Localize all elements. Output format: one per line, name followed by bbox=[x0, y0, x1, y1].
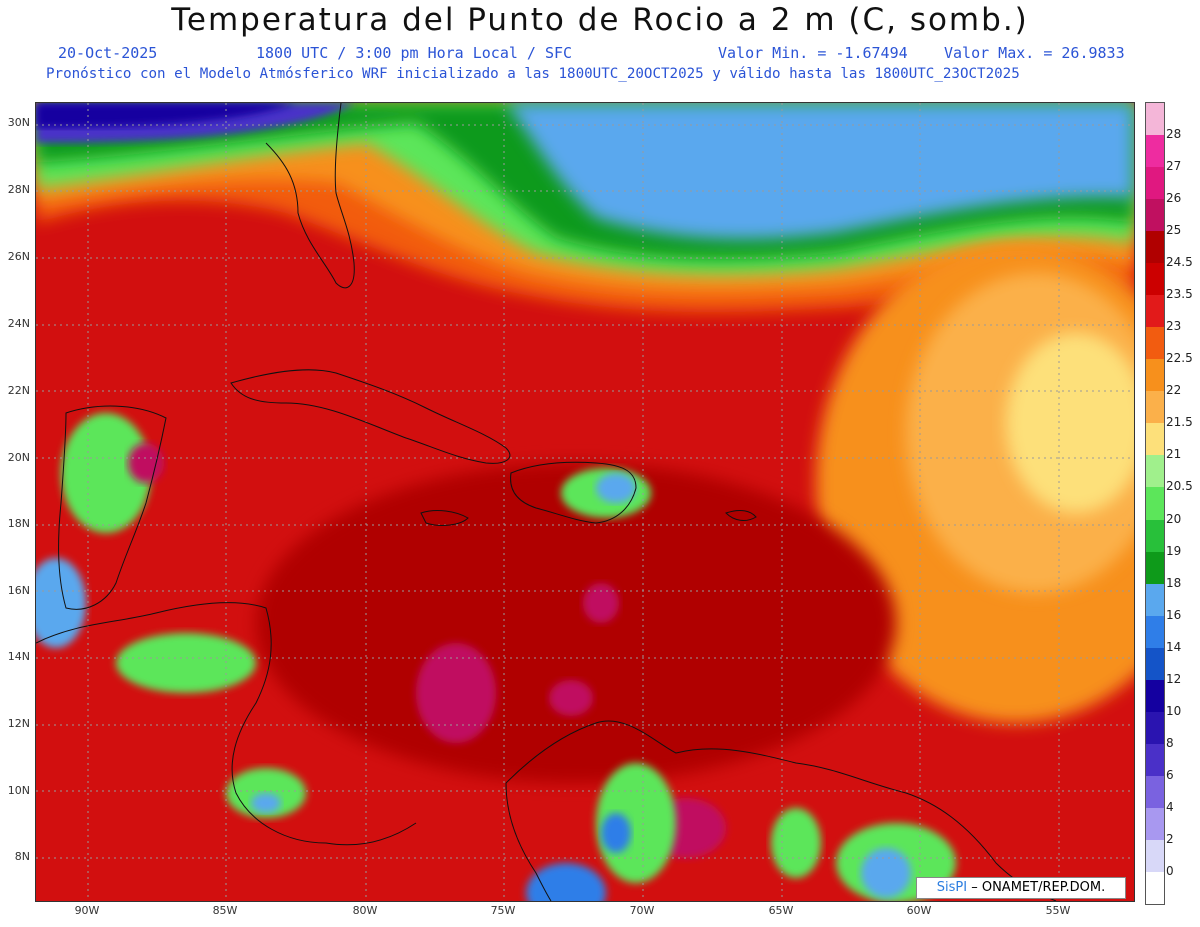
lon-label: 80W bbox=[352, 904, 378, 917]
forecast-date: 20-Oct-2025 bbox=[58, 44, 158, 62]
map-title: Temperatura del Punto de Rocio a 2 m (C,… bbox=[171, 2, 1029, 38]
lon-label: 75W bbox=[490, 904, 516, 917]
time-info: 1800 UTC / 3:00 pm Hora Local / SFC bbox=[256, 44, 573, 62]
legend-swatch bbox=[1146, 615, 1164, 649]
legend-label: 26 bbox=[1166, 191, 1182, 206]
legend-label: 23.5 bbox=[1166, 287, 1193, 302]
legend-label: 6 bbox=[1166, 767, 1174, 782]
legend-swatch bbox=[1146, 551, 1164, 585]
legend-label: 0 bbox=[1166, 863, 1174, 878]
color-legend bbox=[1145, 102, 1165, 905]
legend-swatch bbox=[1146, 839, 1164, 873]
lon-label: 55W bbox=[1045, 904, 1071, 917]
legend-swatch bbox=[1146, 871, 1164, 904]
legend-label: 22 bbox=[1166, 383, 1182, 398]
legend-swatch bbox=[1146, 679, 1164, 713]
legend-swatch bbox=[1146, 103, 1164, 136]
coastlines bbox=[36, 103, 1057, 901]
lat-label: 14N bbox=[7, 650, 30, 663]
legend-swatch bbox=[1146, 391, 1164, 424]
legend-swatch bbox=[1146, 711, 1164, 745]
lat-label: 24N bbox=[7, 317, 30, 330]
legend-label: 28 bbox=[1166, 127, 1182, 142]
lat-label: 16N bbox=[7, 584, 30, 597]
legend-swatch bbox=[1146, 423, 1164, 456]
graticule bbox=[36, 103, 1134, 901]
legend-label: 21.5 bbox=[1166, 415, 1193, 430]
legend-swatch bbox=[1146, 455, 1164, 488]
dewpoint-field bbox=[36, 103, 1134, 901]
legend-label: 18 bbox=[1166, 575, 1182, 590]
legend-swatch bbox=[1146, 231, 1164, 264]
legend-swatch bbox=[1146, 199, 1164, 232]
value-max: Valor Max. = 26.9833 bbox=[944, 44, 1125, 62]
legend-swatch bbox=[1146, 167, 1164, 200]
lat-label: 28N bbox=[7, 183, 30, 196]
lon-label: 60W bbox=[906, 904, 932, 917]
legend-swatch bbox=[1146, 135, 1164, 168]
legend-label: 20 bbox=[1166, 511, 1182, 526]
lon-label: 65W bbox=[768, 904, 794, 917]
lat-label: 8N bbox=[14, 850, 30, 863]
lon-label: 85W bbox=[212, 904, 238, 917]
legend-label: 22.5 bbox=[1166, 351, 1193, 366]
legend-label: 19 bbox=[1166, 543, 1182, 558]
legend-swatch bbox=[1146, 583, 1164, 617]
legend-label: 23 bbox=[1166, 319, 1182, 334]
dewpoint-map bbox=[35, 102, 1135, 902]
legend-label: 20.5 bbox=[1166, 479, 1193, 494]
lon-label: 90W bbox=[74, 904, 100, 917]
legend-label: 21 bbox=[1166, 447, 1182, 462]
value-min: Valor Min. = -1.67494 bbox=[718, 44, 908, 62]
lat-label: 10N bbox=[7, 784, 30, 797]
legend-label: 27 bbox=[1166, 159, 1182, 174]
legend-swatch bbox=[1146, 487, 1164, 520]
credit-box: SisPI – ONAMET/REP.DOM. bbox=[916, 877, 1126, 899]
legend-label: 2 bbox=[1166, 831, 1174, 846]
lat-label: 18N bbox=[7, 517, 30, 530]
legend-swatch bbox=[1146, 263, 1164, 296]
lat-label: 26N bbox=[7, 250, 30, 263]
legend-swatch bbox=[1146, 295, 1164, 328]
credit-text: – ONAMET/REP.DOM. bbox=[967, 880, 1106, 895]
lat-label: 20N bbox=[7, 451, 30, 464]
legend-label: 12 bbox=[1166, 671, 1182, 686]
legend-swatch bbox=[1146, 327, 1164, 360]
legend-swatch bbox=[1146, 647, 1164, 681]
lon-label: 70W bbox=[629, 904, 655, 917]
legend-label: 4 bbox=[1166, 799, 1174, 814]
brand-logo: SisPI bbox=[936, 880, 968, 895]
lat-label: 22N bbox=[7, 384, 30, 397]
legend-label: 25 bbox=[1166, 223, 1182, 238]
lat-label: 12N bbox=[7, 717, 30, 730]
forecast-info: Pronóstico con el Modelo Atmósferico WRF… bbox=[46, 66, 1020, 82]
legend-swatch bbox=[1146, 519, 1164, 553]
legend-swatch bbox=[1146, 743, 1164, 777]
legend-label: 8 bbox=[1166, 735, 1174, 750]
lat-label: 30N bbox=[7, 116, 30, 129]
legend-swatch bbox=[1146, 359, 1164, 392]
legend-swatch bbox=[1146, 775, 1164, 809]
legend-label: 24.5 bbox=[1166, 255, 1193, 270]
legend-label: 14 bbox=[1166, 639, 1182, 654]
legend-label: 10 bbox=[1166, 703, 1182, 718]
legend-label: 16 bbox=[1166, 607, 1182, 622]
legend-swatch bbox=[1146, 807, 1164, 841]
